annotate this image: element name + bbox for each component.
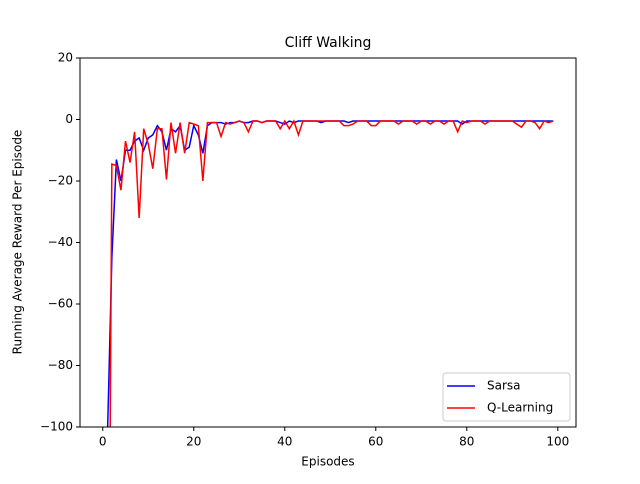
x-tick-label: 20: [186, 435, 201, 449]
legend-label: Sarsa: [487, 379, 521, 393]
x-tick-label: 0: [99, 435, 107, 449]
y-tick-label: −40: [48, 235, 73, 249]
legend-label: Q-Learning: [487, 401, 553, 415]
x-tick-label: 40: [277, 435, 292, 449]
y-tick-label: 0: [65, 112, 73, 126]
y-tick-label: −60: [48, 297, 73, 311]
series-line: [106, 120, 554, 427]
y-tick-label: −100: [40, 420, 73, 434]
legend-box: [442, 372, 571, 422]
series-line: [109, 119, 554, 427]
y-axis-label: Running Average Reward Per Episode: [11, 130, 25, 355]
y-tick-label: 20: [58, 51, 73, 65]
x-tick-label: 60: [368, 435, 383, 449]
chart-title: Cliff Walking: [285, 35, 372, 51]
y-tick-label: −80: [48, 358, 73, 372]
y-tick-label: −20: [48, 174, 73, 188]
plot-frame: [79, 57, 577, 428]
x-axis-label: Episodes: [301, 455, 354, 469]
x-tick-label: 80: [459, 435, 474, 449]
x-tick-label: 100: [546, 435, 569, 449]
